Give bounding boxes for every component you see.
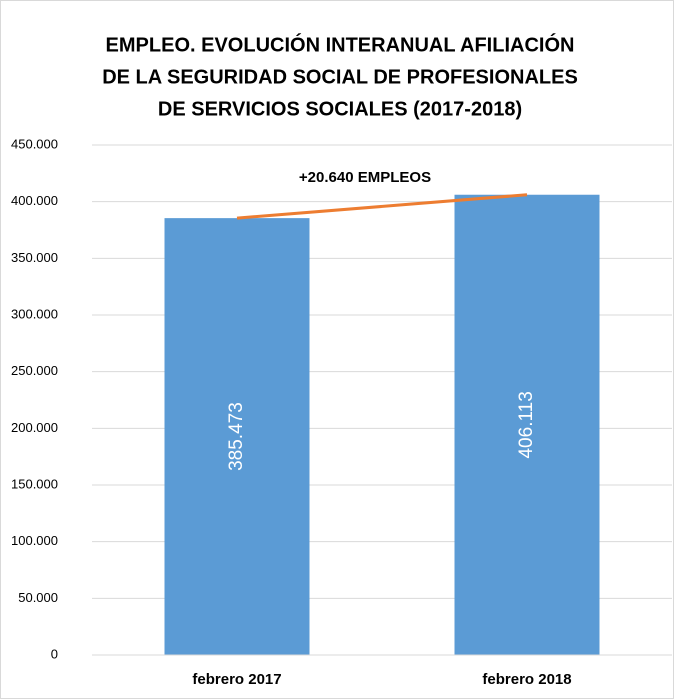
y-tick-label: 0 (51, 646, 58, 661)
y-tick-label: 150.000 (11, 476, 58, 491)
chart-title: DE LA SEGURIDAD SOCIAL DE PROFESIONALES (102, 66, 578, 88)
annotation: +20.640 EMPLEOS (299, 169, 431, 186)
trend-line (236, 193, 528, 220)
y-tick-label: 400.000 (11, 193, 58, 208)
y-tick-label: 350.000 (11, 250, 58, 265)
bar (164, 218, 310, 655)
y-tick-label: 250.000 (11, 363, 58, 378)
value-label: 406.113 (516, 391, 537, 458)
bar (454, 194, 600, 656)
y-tick-label: 100.000 (11, 533, 58, 548)
y-tick-label: 300.000 (11, 306, 58, 321)
y-tick-label: 450.000 (11, 136, 58, 151)
y-tick-label: 50.000 (18, 590, 58, 605)
chart-title: DE SERVICIOS SOCIALES (2017-2018) (158, 98, 522, 120)
value-label: 385.473 (226, 402, 247, 471)
x-tick-label: febrero 2017 (192, 671, 281, 688)
chart-title: EMPLEO. EVOLUCIÓN INTERANUAL AFILIACIÓN (106, 32, 575, 56)
x-tick-label: febrero 2018 (482, 671, 571, 688)
y-tick-label: 200.000 (11, 420, 58, 435)
